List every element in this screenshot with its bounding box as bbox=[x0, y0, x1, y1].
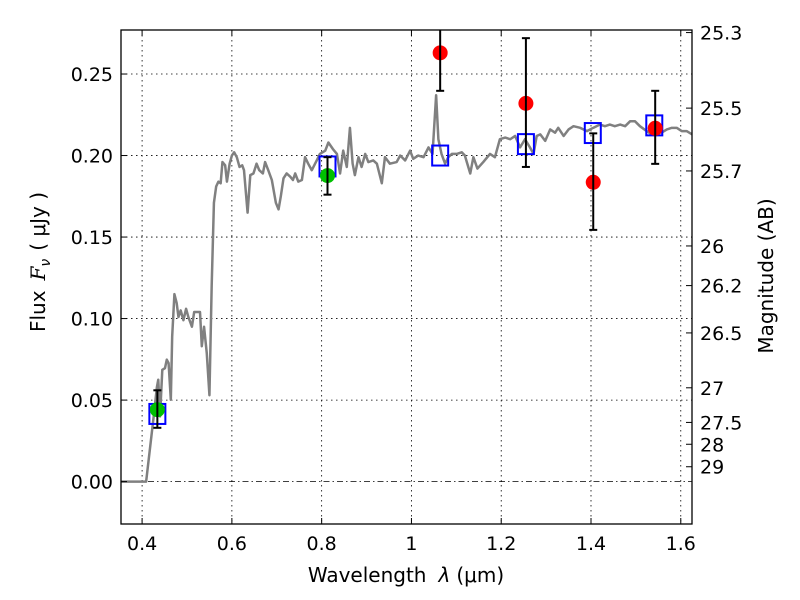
x-axis-label: Wavelength λ (μm) bbox=[308, 563, 504, 587]
spectrum-line bbox=[121, 93, 692, 483]
x-tick-label: 0.8 bbox=[307, 533, 337, 555]
y-label-unit: ( μJy ) bbox=[26, 192, 50, 251]
y2-axis-label: Magnitude (AB) bbox=[754, 198, 778, 353]
y2-tick-label: 26 bbox=[700, 236, 724, 258]
y-label-symbol: F bbox=[26, 265, 50, 281]
y2-tick-label: 26.2 bbox=[700, 276, 742, 298]
x-label-symbol: λ bbox=[438, 563, 451, 587]
y2-tick-label: 25.3 bbox=[700, 23, 742, 45]
x-label-unit: (μm) bbox=[456, 563, 504, 587]
grid bbox=[121, 30, 692, 524]
x-tick-label: 1.2 bbox=[486, 533, 516, 555]
y2-tick-label: 27 bbox=[700, 378, 724, 400]
y2-tick-label: 25.5 bbox=[700, 98, 742, 120]
y-label-subscript: ν bbox=[38, 259, 54, 267]
y-tick-label: 0.20 bbox=[71, 146, 113, 168]
plot-background bbox=[121, 30, 692, 524]
y2-tick-label: 25.7 bbox=[700, 161, 742, 183]
plot-frame bbox=[120, 29, 693, 525]
y-tick-label: 0.05 bbox=[71, 390, 113, 412]
y2-tick-label: 27.5 bbox=[700, 412, 742, 434]
x-tick-label: 1.4 bbox=[576, 533, 606, 555]
y2-tick-label: 29 bbox=[700, 457, 724, 479]
y-tick-label: 0.10 bbox=[71, 309, 113, 331]
y2-tick-label: 26.5 bbox=[700, 323, 742, 345]
x-label-text: Wavelength bbox=[308, 563, 427, 587]
x-tick-label: 1 bbox=[405, 533, 417, 555]
y-tick-label: 0.00 bbox=[71, 472, 113, 494]
axis-ticks: 0.4 0.6 0.8 1 1.2 1.4 1.6 0.00 0.05 0.10 0.15 0.20 0… bbox=[71, 23, 743, 555]
x-tick-label: 0.4 bbox=[127, 533, 157, 555]
y-label-text: Flux bbox=[26, 290, 50, 332]
model-square-marker bbox=[431, 144, 450, 167]
y-axis-label: Flux Fν ( μJy ) bbox=[26, 192, 54, 332]
y-tick-label: 0.25 bbox=[71, 64, 113, 86]
x-tick-label: 1.6 bbox=[666, 533, 696, 555]
plot-marks bbox=[121, 30, 692, 483]
y-tick-label: 0.15 bbox=[71, 227, 113, 249]
y2-tick-label: 28 bbox=[700, 434, 724, 456]
x-tick-label: 0.6 bbox=[217, 533, 247, 555]
